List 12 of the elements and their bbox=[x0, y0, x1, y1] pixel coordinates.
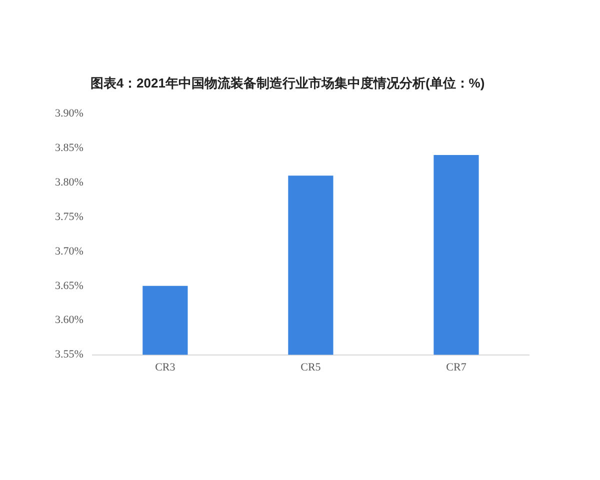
chart-title: 图表4：2021年中国物流装备制造行业市场集中度情况分析(单位：%) bbox=[90, 75, 485, 90]
y-tick-label: 3.80% bbox=[54, 176, 84, 188]
x-tick-label: CR7 bbox=[446, 361, 467, 374]
x-tick-label: CR5 bbox=[300, 361, 322, 374]
y-tick-label: 3.85% bbox=[54, 142, 84, 154]
x-tick-label: CR3 bbox=[155, 361, 176, 374]
y-tick-label: 3.70% bbox=[54, 245, 84, 258]
y-tick-label: 3.75% bbox=[54, 210, 84, 223]
y-tick-label: 3.60% bbox=[54, 314, 84, 326]
y-tick-label: 3.90% bbox=[54, 107, 84, 120]
y-tick-label: 3.65% bbox=[54, 280, 84, 292]
y-tick-label: 3.55% bbox=[54, 348, 84, 361]
